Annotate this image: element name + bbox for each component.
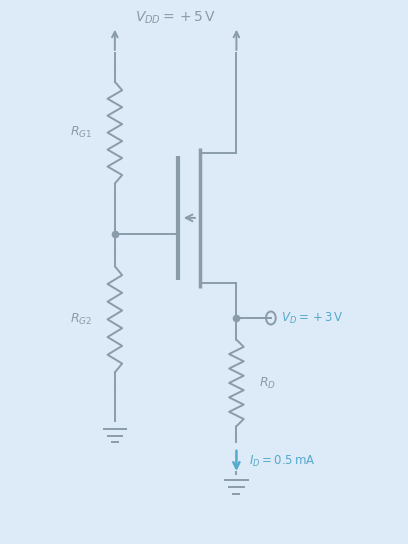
Text: $I_D = 0.5\,\mathrm{mA}$: $I_D = 0.5\,\mathrm{mA}$ xyxy=(248,454,315,469)
Text: $V_{DD} = +5\,\mathrm{V}$: $V_{DD} = +5\,\mathrm{V}$ xyxy=(135,9,216,26)
Text: $V_D = +3\,\mathrm{V}$: $V_D = +3\,\mathrm{V}$ xyxy=(281,311,344,325)
Text: $R_D$: $R_D$ xyxy=(259,375,276,391)
Text: $R_{G1}$: $R_{G1}$ xyxy=(70,125,93,140)
Text: $R_{G2}$: $R_{G2}$ xyxy=(71,312,93,327)
